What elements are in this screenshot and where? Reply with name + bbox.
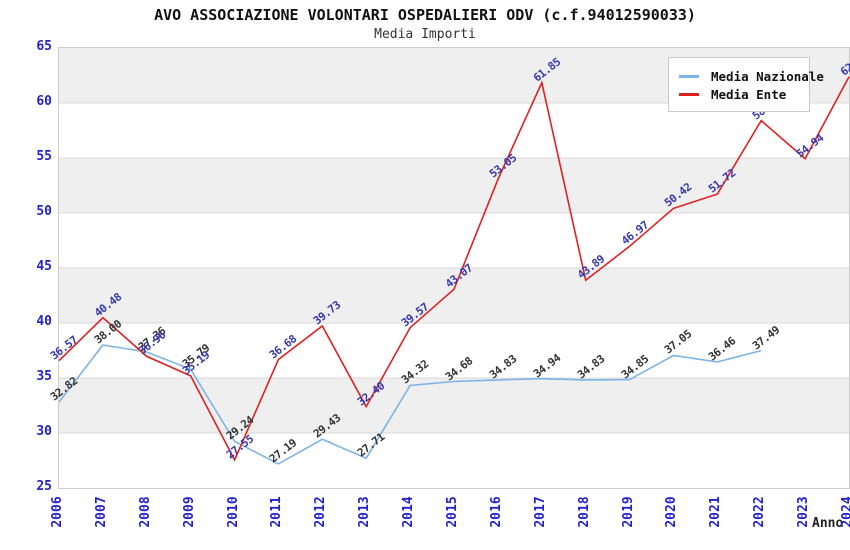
y-tick-label: 50 — [36, 204, 52, 219]
y-tick-label: 60 — [36, 94, 52, 109]
x-tick-label: 2012 — [313, 496, 329, 528]
x-tick-label: 2013 — [357, 496, 373, 528]
x-tick-label: 2014 — [401, 496, 417, 528]
x-tick-label: 2009 — [181, 496, 197, 528]
x-tick-label: 2022 — [752, 496, 768, 528]
chart-title: AVO ASSOCIAZIONE VOLONTARI OSPEDALIERI O… — [154, 6, 696, 24]
legend: Media Nazionale Media Ente — [668, 57, 824, 112]
x-tick-label: 2021 — [708, 496, 724, 528]
x-tick-label: 2015 — [445, 496, 460, 528]
x-tick-label: 2017 — [532, 496, 548, 528]
nazionale-line-swatch — [679, 74, 699, 78]
x-tick-label: 2018 — [576, 496, 592, 528]
x-tick-label: 2020 — [664, 496, 680, 528]
x-tick-label: 2008 — [137, 496, 153, 528]
y-tick-label: 55 — [36, 149, 52, 164]
chart-subtitle: Media Importi — [374, 27, 476, 42]
legend-item-nazionale: Media Nazionale — [679, 68, 824, 84]
x-tick-label: 2011 — [269, 496, 285, 528]
x-tick-label: 2016 — [488, 496, 504, 528]
grid-band — [59, 378, 849, 433]
line-ente — [58, 76, 850, 462]
legend-label-ente: Media Ente — [711, 86, 787, 102]
plot-area: 32.82 38.00 37.36 35.79 29.24 27.19 29.43 27.71… — [48, 47, 850, 489]
line-nazionale — [58, 344, 762, 465]
y-tick-label: 35 — [36, 369, 52, 384]
y-tick-label: 40 — [36, 314, 52, 329]
y-tick-label: 45 — [36, 259, 52, 274]
grid-band — [59, 158, 849, 213]
grid-band — [59, 268, 849, 323]
chart-canvas — [58, 48, 850, 465]
legend-label-nazionale: Media Nazionale — [711, 68, 824, 84]
legend-item-ente: Media Ente — [679, 86, 799, 102]
x-tick-label: 2007 — [93, 496, 109, 528]
x-tick-label: 2024 — [840, 496, 850, 528]
ente-line-swatch — [679, 92, 699, 96]
x-tick-label: 2010 — [225, 496, 241, 528]
x-axis-title: Anno — [812, 516, 844, 531]
y-tick-label: 30 — [36, 424, 52, 439]
y-tick-label: 25 — [36, 479, 52, 494]
y-tick-label: 65 — [36, 39, 52, 54]
x-tick-label: 2019 — [620, 496, 636, 528]
x-tick-label: 2023 — [796, 496, 812, 528]
x-tick-label: 2006 — [50, 496, 65, 528]
